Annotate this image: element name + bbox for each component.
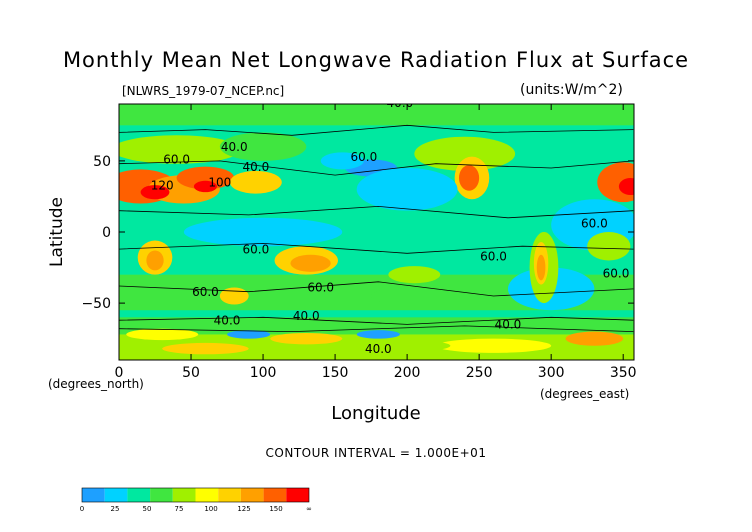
field-region [119, 135, 242, 164]
field-region [126, 328, 199, 341]
colorbar-swatch [218, 488, 241, 502]
field-region [219, 287, 249, 305]
colorbar-label: 50 [143, 505, 152, 513]
colorbar-label: 125 [237, 505, 250, 513]
field-region [219, 132, 307, 161]
colorbar-swatch [150, 488, 173, 502]
chart-subtitle: [NLWRS_1979-07_NCEP.nc] [122, 84, 285, 98]
contour-label: 60.0 [351, 150, 378, 164]
y-tick-label: 0 [102, 225, 111, 241]
field-region [356, 168, 458, 211]
colorbar-swatch [263, 488, 287, 502]
colorbar-label: 100 [204, 505, 217, 513]
plot-field: 40.0 40.0 60.0 60.0 60.0 60.0 60.0 60.0 60.0 60.0… [119, 96, 634, 360]
field-band [119, 317, 634, 335]
field-region [290, 254, 331, 272]
contour-label: 60.0 [242, 242, 269, 256]
chart-title: Monthly Mean Net Longwave Radiation Flux… [62, 48, 690, 72]
field-region [193, 180, 217, 193]
colorbar-swatch [172, 488, 196, 502]
contour-label: 40.0 [365, 342, 392, 356]
field-region [140, 185, 170, 200]
field-region [363, 340, 451, 352]
field-region [536, 254, 546, 281]
contour-line [119, 325, 634, 333]
field-region [162, 342, 249, 355]
colorbar-swatch [240, 488, 264, 502]
field-region [227, 330, 271, 339]
field-region [458, 165, 480, 191]
field-region [229, 170, 282, 194]
x-tick-label: 350 [610, 365, 637, 381]
contour-label: 60.0 [603, 267, 630, 281]
contour-label: 40.0 [221, 140, 248, 154]
units-label: (units:W/m^2) [520, 82, 623, 98]
colorbar-frame [81, 487, 310, 503]
x-tick-label: 200 [394, 365, 421, 381]
contour-label: 40.0 [495, 318, 522, 332]
field-region [371, 287, 444, 305]
field-region [320, 152, 364, 170]
y-tick-label: −50 [81, 296, 111, 312]
colorbar-swatch [195, 488, 219, 502]
colorbar-label: ∞ [306, 505, 312, 513]
colorbar-swatch [127, 488, 151, 502]
field-region [435, 338, 552, 353]
x-tick-label: 300 [538, 365, 565, 381]
field-region [414, 136, 516, 171]
contour-label: 60.0 [163, 153, 190, 167]
contour-label: 60.0 [480, 249, 507, 263]
colorbar-swatch [286, 488, 309, 502]
colorbar-swatch [104, 488, 128, 502]
x-unit-label: (degrees_east) [540, 387, 630, 401]
field-region [146, 250, 164, 271]
field-region [618, 177, 634, 196]
field-region [183, 217, 343, 247]
y-unit-label: (degrees_north) [48, 377, 144, 391]
colorbar-label: 0 [80, 505, 84, 513]
contour-line [119, 124, 634, 136]
colorbar-label: 150 [269, 505, 282, 513]
field-region [270, 332, 343, 345]
field-band [119, 104, 634, 126]
x-tick-label: 250 [466, 365, 493, 381]
colorbar-label: 75 [175, 505, 184, 513]
contour-label: 60.0 [581, 217, 608, 231]
contour-line [119, 160, 634, 176]
contour-label: 60.0 [192, 285, 219, 299]
field-region [587, 232, 631, 261]
contour-interval-text: CONTOUR INTERVAL = 1.000E+01 [265, 446, 487, 460]
contour-line [119, 281, 634, 297]
field-region [388, 266, 441, 284]
contour-line [119, 205, 634, 219]
contour-label: 40.0 [242, 160, 269, 174]
contour-line [119, 316, 634, 325]
contour-label: 60.0 [307, 281, 334, 295]
contour-label: 100 [208, 175, 231, 189]
x-tick-label: 50 [182, 365, 200, 381]
contour-label: 40.0 [387, 96, 414, 110]
x-axis-label: Longitude [331, 403, 421, 424]
field-region [356, 330, 400, 339]
contour-label: 40.0 [293, 309, 320, 323]
colorbar-swatch [82, 488, 105, 502]
field-region [565, 331, 624, 346]
x-tick-label: 100 [250, 365, 277, 381]
contour-line [119, 242, 634, 254]
colorbar-label: 25 [111, 505, 120, 513]
contour-label: 40.0 [214, 313, 241, 327]
field-region [176, 166, 235, 190]
x-tick-label: 150 [322, 365, 349, 381]
x-tick-label: 0 [115, 365, 124, 381]
y-tick-label: 50 [93, 154, 111, 170]
contour-label: 120 [151, 178, 174, 192]
